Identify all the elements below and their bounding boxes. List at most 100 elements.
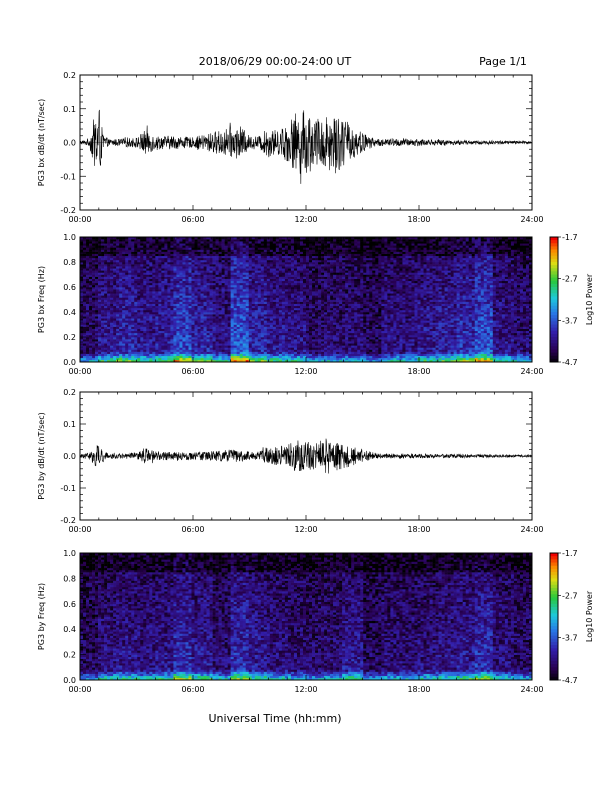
spectrogram-cell xyxy=(221,239,225,242)
spectrogram-cell xyxy=(203,249,207,252)
spectrogram-cell xyxy=(318,307,322,311)
spectrogram-cell xyxy=(266,284,271,288)
spectrogram-cell xyxy=(284,243,289,246)
spectrogram-cell xyxy=(182,295,186,298)
spectrogram-cell xyxy=(203,295,207,298)
spectrogram-cell xyxy=(98,320,102,323)
spectrogram-cell xyxy=(116,328,120,332)
spectrogram-cell xyxy=(95,307,99,311)
spectrogram-cell xyxy=(137,272,141,275)
spectrogram-cell xyxy=(302,332,307,336)
spectrogram-cell xyxy=(242,305,247,309)
spectrogram-cell xyxy=(227,357,231,361)
spectrogram-cell xyxy=(101,334,105,338)
spectrogram-cell xyxy=(302,316,307,319)
spectrogram-cell xyxy=(131,355,135,359)
spectrogram-cell xyxy=(296,328,301,332)
spectrogram-cell xyxy=(257,359,262,363)
spectrogram-cell xyxy=(146,326,150,329)
spectrogram-cell xyxy=(315,245,319,248)
spectrogram-cell xyxy=(318,341,322,344)
spectrogram-cell xyxy=(170,266,174,269)
spectrogram-cell xyxy=(155,347,159,350)
spectrogram-cell xyxy=(188,287,192,290)
spectrogram-cell xyxy=(278,316,283,319)
spectrogram-cell xyxy=(119,295,123,298)
spectrogram-cell xyxy=(188,339,192,342)
spectrogram-cell xyxy=(209,303,213,307)
spectrogram-cell xyxy=(254,332,259,336)
spectrogram-cell xyxy=(152,276,156,279)
spectrogram-cell xyxy=(296,253,301,257)
spectrogram-cell xyxy=(215,316,219,319)
spectrogram-cell xyxy=(272,314,277,317)
spectrogram-cell xyxy=(230,272,234,275)
spectrogram-cell xyxy=(200,268,204,271)
spectrogram-cell xyxy=(80,349,84,352)
spectrogram-cell xyxy=(110,341,114,344)
spectrogram-cell xyxy=(152,284,156,288)
spectrogram-cell xyxy=(119,239,123,242)
spectrogram-cell xyxy=(179,239,183,242)
spectrogram-cell xyxy=(125,259,129,263)
spectrogram-cell xyxy=(152,343,156,346)
spectrogram-cell xyxy=(215,255,219,259)
spectrogram-cell xyxy=(242,328,247,332)
spectrogram-cell xyxy=(110,307,114,311)
spectrogram-cell xyxy=(170,314,174,317)
spectrogram-cell xyxy=(152,280,156,284)
spectrogram-cell xyxy=(170,332,174,336)
spectrogram-cell xyxy=(272,262,277,265)
spectrogram-cell xyxy=(278,330,283,334)
spectrogram-cell xyxy=(221,289,225,292)
spectrogram-cell xyxy=(302,295,307,298)
spectrogram-cell xyxy=(245,351,250,354)
spectrogram-cell xyxy=(278,253,283,257)
spectrogram-cell xyxy=(318,301,322,304)
spectrogram-cell xyxy=(221,303,225,307)
spectrogram-cell xyxy=(284,318,289,321)
spectrogram-cell xyxy=(209,287,213,290)
spectrogram-cell xyxy=(221,297,225,300)
spectrogram-cell xyxy=(200,349,204,352)
spectrogram-cell xyxy=(293,322,298,325)
spectrogram-cell xyxy=(119,359,123,363)
spectrogram-cell xyxy=(209,355,213,359)
spectrogram-cell xyxy=(182,282,186,286)
spectrogram-cell xyxy=(170,280,174,284)
spectrogram-cell xyxy=(113,349,117,352)
spectrogram-cell xyxy=(203,293,207,296)
spectrogram-cell xyxy=(290,343,295,346)
spectrogram-cell xyxy=(155,337,159,340)
spectrogram-cell xyxy=(122,270,126,273)
spectrogram-cell xyxy=(318,276,322,279)
spectrogram-cell xyxy=(122,274,126,277)
spectrogram-cell xyxy=(306,241,310,244)
spectrogram-cell xyxy=(140,357,144,361)
spectrogram-cell xyxy=(146,291,150,294)
spectrogram-cell xyxy=(236,241,240,244)
spectrogram-cell xyxy=(263,289,268,292)
spectrogram-cell xyxy=(296,312,301,315)
spectrogram-cell xyxy=(92,237,96,240)
spectrogram-cell xyxy=(296,303,301,307)
spectrogram-cell xyxy=(309,268,313,271)
spectrogram-cell xyxy=(152,274,156,277)
spectrogram-cell xyxy=(86,270,90,273)
spectrogram-cell xyxy=(287,309,292,313)
spectrogram-cell xyxy=(260,245,265,248)
spectrogram-cell xyxy=(179,287,183,290)
spectrogram-cell xyxy=(182,247,186,250)
spectrogram-cell xyxy=(203,237,207,240)
spectrogram-cell xyxy=(318,289,322,292)
spectrogram-cell xyxy=(221,272,225,275)
spectrogram-cell xyxy=(248,318,253,321)
spectrogram-cell xyxy=(122,307,126,311)
spectrogram-cell xyxy=(272,268,277,271)
spectrogram-cell xyxy=(248,337,253,340)
spectrogram-cell xyxy=(251,305,256,309)
spectrogram-cell xyxy=(119,299,123,302)
spectrogram-cell xyxy=(263,270,268,273)
spectrogram-cell xyxy=(242,349,247,352)
spectrogram-cell xyxy=(230,330,234,334)
